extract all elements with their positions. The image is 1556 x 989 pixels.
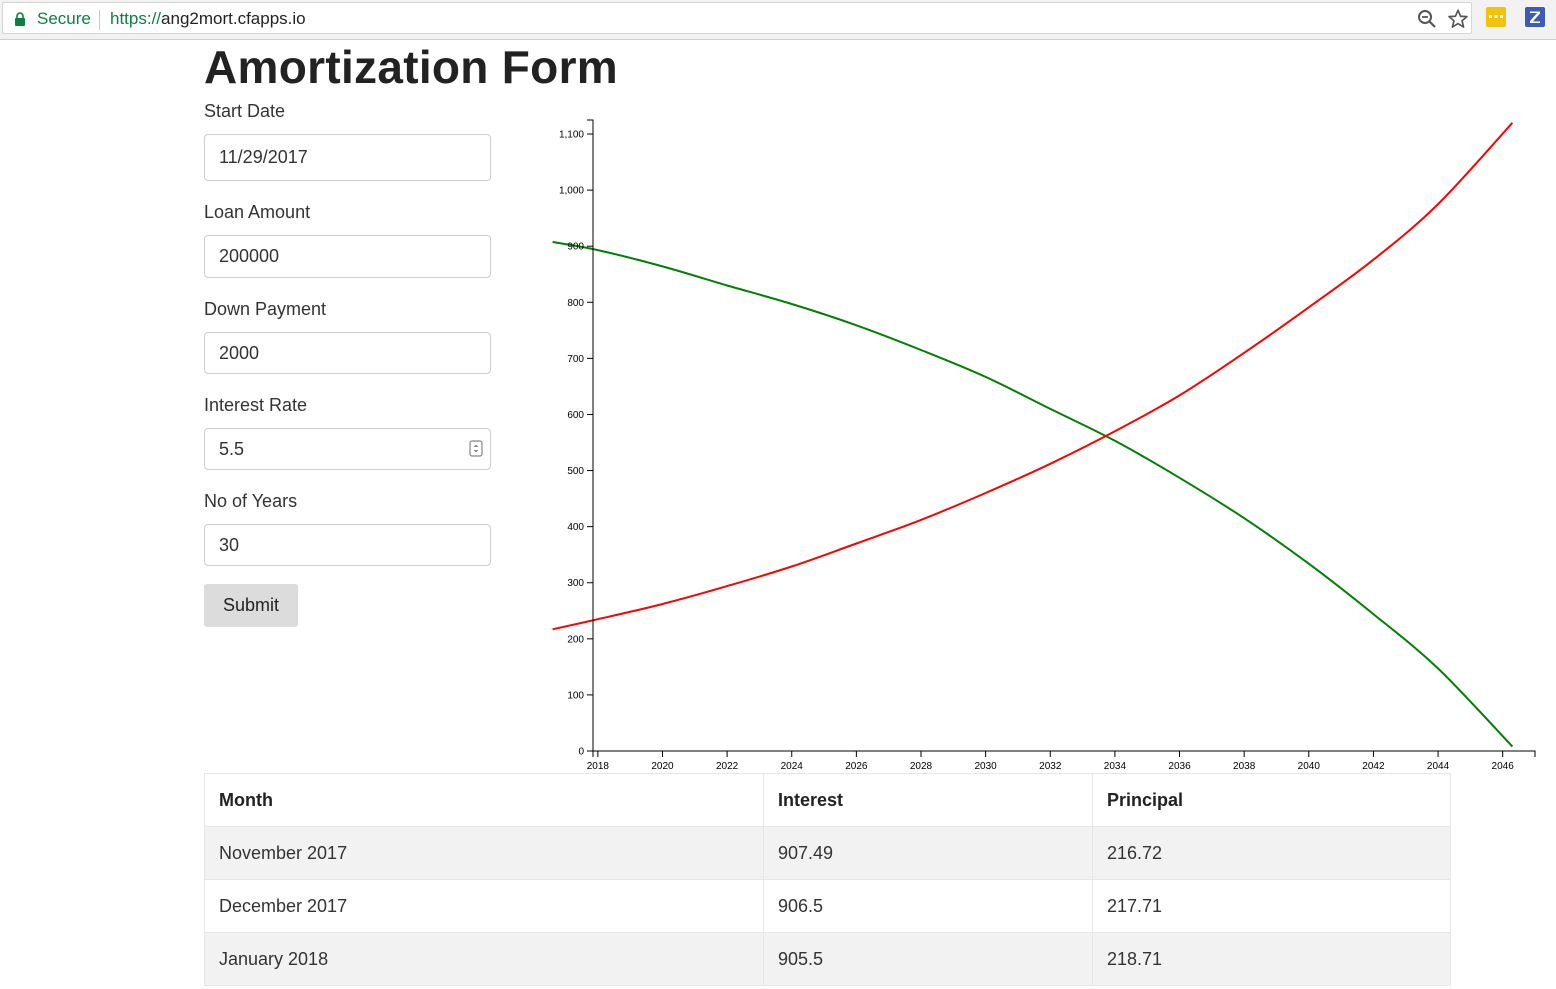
x-tick-label: 2018: [587, 761, 610, 772]
interest-cell: 906.5: [763, 879, 1093, 933]
extension-icon[interactable]: [1486, 7, 1506, 27]
browser-toolbar: Secure https://ang2mort.cfapps.io: [0, 0, 1556, 40]
extension-z-icon[interactable]: [1525, 7, 1545, 27]
y-tick-label: 600: [567, 410, 584, 421]
interest-cell: 905.5: [763, 932, 1093, 986]
submit-button[interactable]: Submit: [204, 584, 298, 627]
omnibox-divider: [99, 10, 100, 30]
month-cell: November 2017: [204, 826, 764, 880]
years-input[interactable]: [204, 524, 491, 566]
series-line-1: [552, 122, 1514, 631]
interest-column-header: Interest: [763, 773, 1093, 827]
principal-cell: 216.72: [1092, 826, 1451, 880]
url-text[interactable]: https://ang2mort.cfapps.io: [110, 9, 306, 29]
years-label: No of Years: [204, 491, 298, 511]
y-tick-label: 400: [567, 522, 584, 533]
principal-cell: 218.71: [1092, 932, 1451, 986]
y-tick-label: 1,100: [559, 130, 584, 141]
down-payment-label: Down Payment: [204, 299, 327, 319]
table-row: January 2018 905.5 218.71: [204, 932, 1451, 986]
y-tick-label: 100: [567, 690, 584, 701]
x-tick-label: 2044: [1427, 761, 1450, 772]
y-tick-label: 700: [567, 354, 584, 365]
y-tick-label: 0: [578, 747, 584, 758]
amortization-chart: 0 100 200 300 400 500 600 700 800 900 1,000 1,100 20…: [552, 119, 1536, 772]
y-tick-label: 800: [567, 298, 584, 309]
x-tick-label: 2038: [1233, 761, 1256, 772]
y-tick-label: 500: [567, 466, 584, 477]
y-tick-label: 200: [567, 634, 584, 645]
address-bar[interactable]: Secure https://ang2mort.cfapps.io: [2, 2, 1472, 34]
x-tick-label: 2024: [781, 761, 804, 772]
table-row: November 2017 907.49 216.72: [204, 826, 1451, 880]
x-tick-label: 2028: [910, 761, 933, 772]
y-tick-label: 900: [567, 242, 584, 253]
url-scheme: https://: [110, 9, 162, 28]
x-tick-label: 2032: [1039, 761, 1062, 772]
month-column-header: Month: [204, 773, 764, 827]
series-line-0: [552, 241, 1514, 748]
x-tick-label: 2034: [1104, 761, 1127, 772]
start-date-input[interactable]: [204, 134, 491, 181]
y-tick-label: 1,000: [559, 186, 584, 197]
table-row: December 2017 906.5 217.71: [204, 879, 1451, 933]
chart-axes: 0 100 200 300 400 500 600 700 800 900 1,000 1,100 20…: [559, 119, 1536, 772]
x-tick-label: 2042: [1362, 761, 1385, 772]
interest-rate-label: Interest Rate: [204, 395, 308, 415]
principal-column-header: Principal: [1092, 773, 1451, 827]
x-tick-label: 2026: [845, 761, 868, 772]
x-tick-label: 2022: [716, 761, 739, 772]
number-spinner-icon[interactable]: [469, 440, 483, 457]
month-cell: January 2018: [204, 932, 764, 986]
x-axis-line: [592, 750, 1536, 757]
interest-rate-input[interactable]: [204, 428, 491, 470]
x-tick-label: 2036: [1168, 761, 1191, 772]
interest-cell: 907.49: [763, 826, 1093, 880]
lock-icon: [15, 12, 25, 26]
principal-cell: 217.71: [1092, 879, 1451, 933]
month-cell: December 2017: [204, 879, 764, 933]
zoom-icon[interactable]: [1417, 9, 1437, 29]
down-payment-input[interactable]: [204, 332, 491, 374]
x-tick-label: 2030: [975, 761, 998, 772]
start-date-label: Start Date: [204, 101, 286, 121]
url-host: ang2mort.cfapps.io: [161, 9, 306, 28]
chart-series: [552, 122, 1514, 748]
x-tick-label: 2040: [1298, 761, 1321, 772]
loan-amount-label: Loan Amount: [204, 202, 311, 222]
y-axis-line: [587, 119, 594, 752]
secure-label: Secure: [37, 9, 91, 28]
amortization-table: Month Interest Principal November 2017 9…: [204, 773, 1451, 986]
table-header-row: Month Interest Principal: [204, 773, 1451, 827]
loan-amount-input[interactable]: [204, 235, 491, 278]
page-title: Amortization Form: [204, 41, 618, 93]
star-icon[interactable]: [1447, 8, 1469, 30]
x-tick-label: 2046: [1492, 761, 1515, 772]
x-tick-label: 2020: [651, 761, 674, 772]
y-tick-label: 300: [567, 578, 584, 589]
